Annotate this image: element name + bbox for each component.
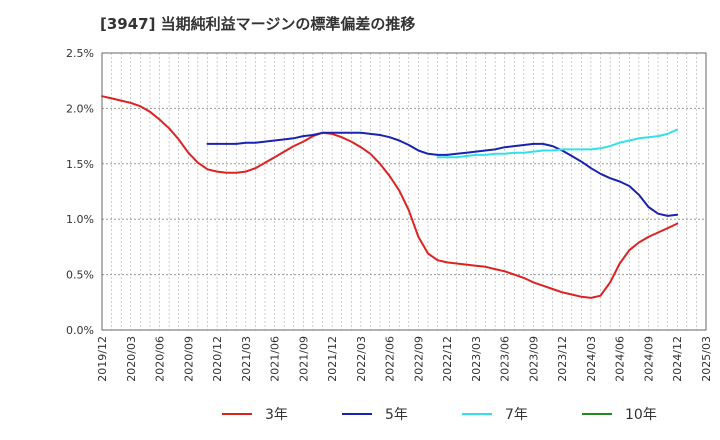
x-tick-label: 2020/12 xyxy=(211,336,224,382)
grid xyxy=(102,53,706,330)
y-tick-label: 0.0% xyxy=(66,324,94,337)
legend-label: 3年 xyxy=(265,407,288,423)
x-tick-label: 2019/12 xyxy=(96,336,109,382)
x-tick-label: 2025/03 xyxy=(700,336,713,382)
y-tick-label: 0.5% xyxy=(66,269,94,282)
chart-title: [3947] 当期純利益マージンの標準偏差の推移 xyxy=(100,15,416,33)
x-tick-label: 2024/06 xyxy=(614,336,627,382)
x-tick-label: 2021/03 xyxy=(240,336,253,382)
x-tick-label: 2022/12 xyxy=(441,336,454,382)
series-line-3年 xyxy=(101,95,679,299)
y-tick-label: 1.5% xyxy=(66,158,94,171)
x-axis: 2019/12 2020/03 2020/06 2020/09 2020/12 2021/… xyxy=(96,336,713,382)
y-axis: 0.0% 0.5% 1.0% 1.5% 2.0% 2.5% xyxy=(66,47,94,337)
x-tick-label: 2024/09 xyxy=(642,336,655,382)
plot-background xyxy=(102,53,706,330)
plot-frame xyxy=(101,52,707,331)
x-tick-label: 2023/12 xyxy=(556,336,569,382)
x-tick-label: 2024/12 xyxy=(671,336,684,382)
x-tick-label: 2021/06 xyxy=(269,336,282,382)
series-line-5年 xyxy=(206,131,679,217)
x-tick-label: 2020/09 xyxy=(182,336,195,382)
x-tick-label: 2023/09 xyxy=(527,336,540,382)
x-tick-label: 2022/09 xyxy=(412,336,425,382)
y-tick-label: 2.5% xyxy=(66,47,94,60)
legend-label: 10年 xyxy=(625,407,657,423)
x-tick-label: 2020/06 xyxy=(154,336,167,382)
x-tick-label: 2022/03 xyxy=(355,336,368,382)
x-tick-label: 2023/06 xyxy=(499,336,512,382)
series-line-7年 xyxy=(436,128,679,159)
y-tick-label: 1.0% xyxy=(66,213,94,226)
x-tick-label: 2022/06 xyxy=(384,336,397,382)
x-tick-label: 2021/09 xyxy=(297,336,310,382)
legend: 3年 5年 7年 10年 xyxy=(222,407,657,423)
x-tick-label: 2021/12 xyxy=(326,336,339,382)
y-tick-label: 2.0% xyxy=(66,102,94,115)
series-layer xyxy=(101,95,679,299)
x-tick-label: 2024/03 xyxy=(585,336,598,382)
x-tick-label: 2023/03 xyxy=(470,336,483,382)
x-tick-label: 2020/03 xyxy=(125,336,138,382)
legend-label: 5年 xyxy=(385,407,408,423)
legend-label: 7年 xyxy=(505,407,528,423)
